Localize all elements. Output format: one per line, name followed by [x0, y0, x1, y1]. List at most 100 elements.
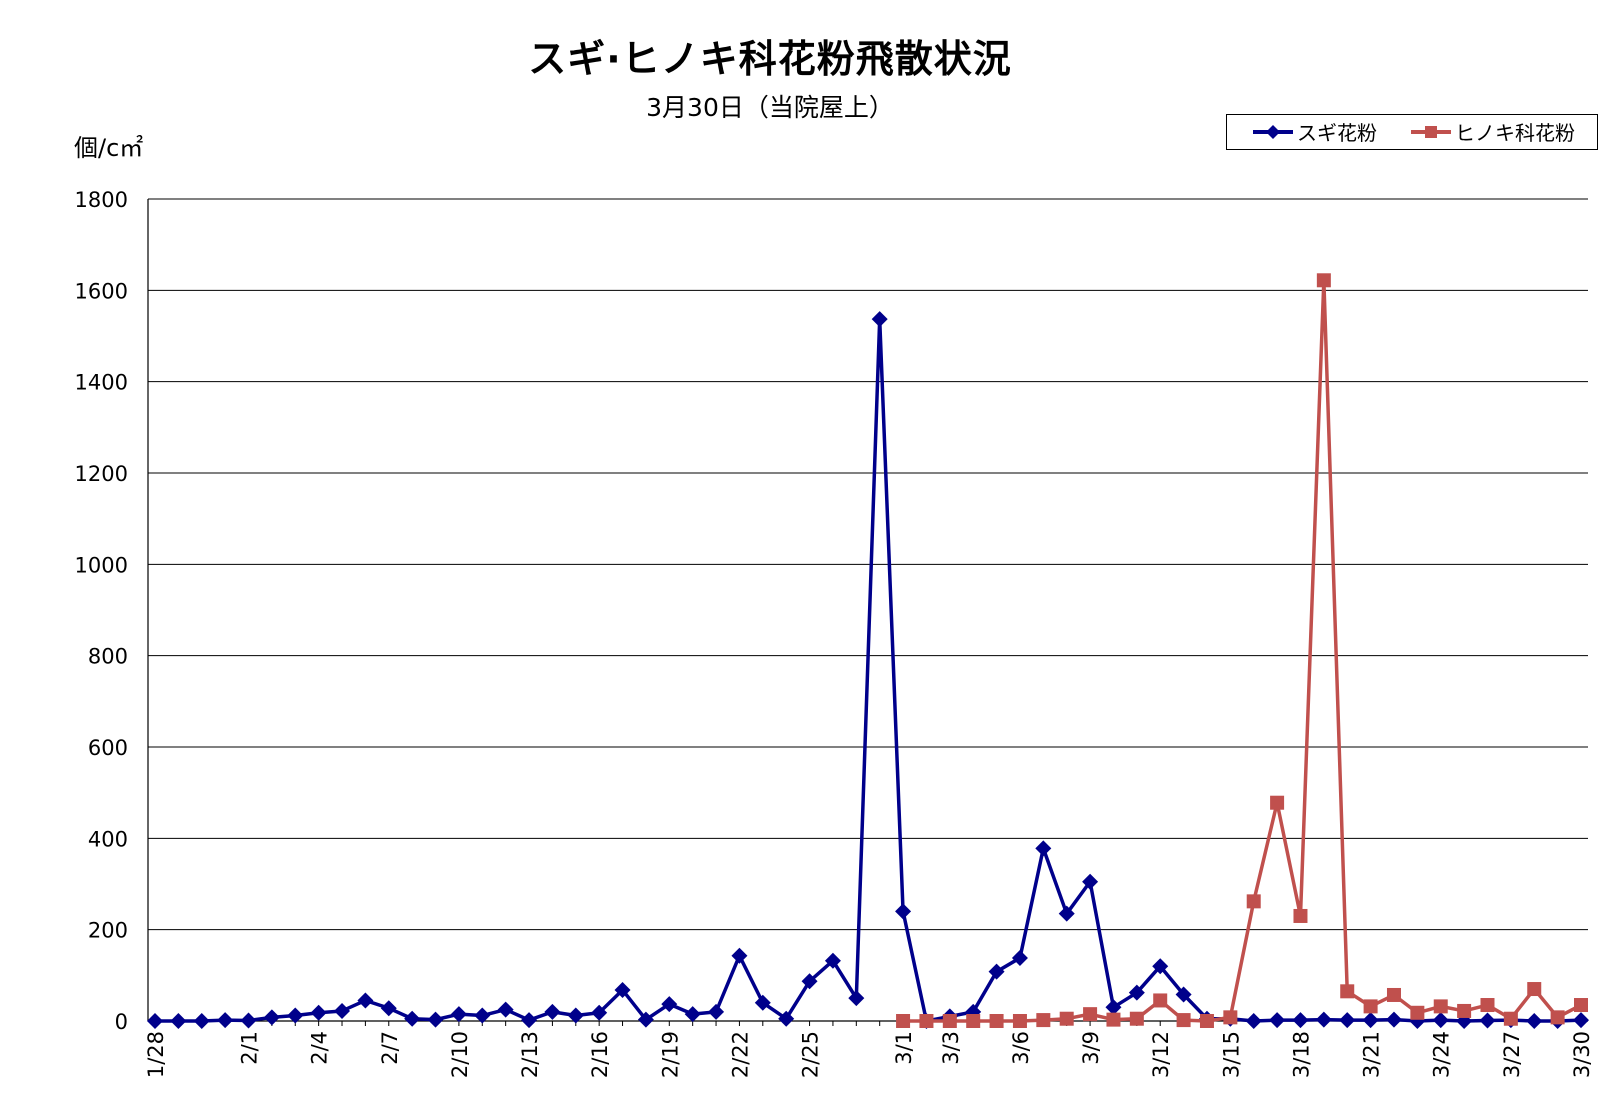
data-point-sugi	[1432, 1012, 1449, 1029]
data-point-sugi	[263, 1009, 280, 1026]
legend-marker-hinoki	[1425, 126, 1437, 138]
y-tick-label: 1600	[75, 279, 128, 303]
data-point-sugi	[474, 1007, 491, 1024]
data-point-hinoki	[989, 1014, 1004, 1028]
data-point-hinoki	[1480, 998, 1495, 1013]
data-point-sugi	[614, 981, 631, 998]
data-point-hinoki	[1550, 1010, 1565, 1025]
data-point-hinoki	[942, 1014, 957, 1028]
legend-marker-sugi	[1266, 125, 1280, 139]
x-tick-label: 3/9	[1079, 1031, 1103, 1065]
data-point-sugi	[1245, 1013, 1262, 1029]
data-point-sugi	[147, 1013, 163, 1029]
y-tick-label: 1000	[75, 553, 128, 577]
data-point-sugi	[427, 1011, 444, 1028]
data-point-hinoki	[1176, 1013, 1191, 1028]
data-point-sugi	[521, 1012, 538, 1029]
data-point-hinoki	[1012, 1014, 1027, 1028]
data-point-hinoki	[1363, 999, 1378, 1014]
data-point-sugi	[217, 1012, 234, 1029]
data-point-hinoki	[1293, 908, 1308, 923]
data-point-hinoki	[1083, 1007, 1098, 1022]
x-tick-label: 2/13	[518, 1031, 542, 1078]
x-tick-label: 2/7	[378, 1031, 402, 1065]
data-point-sugi	[1479, 1012, 1496, 1029]
data-point-sugi	[544, 1003, 561, 1020]
data-point-hinoki	[1503, 1011, 1518, 1026]
data-point-hinoki	[1059, 1011, 1074, 1026]
data-point-sugi	[1315, 1011, 1332, 1028]
x-tick-label: 1/28	[144, 1031, 168, 1078]
data-point-sugi	[1035, 840, 1052, 857]
data-point-sugi	[240, 1012, 257, 1029]
x-tick-label: 3/30	[1570, 1031, 1594, 1078]
x-tick-label: 2/19	[658, 1031, 682, 1078]
x-tick-label: 3/27	[1500, 1031, 1524, 1078]
x-tick-label: 2/16	[588, 1031, 612, 1078]
data-point-hinoki	[1410, 1005, 1425, 1020]
data-point-sugi	[310, 1004, 327, 1021]
data-point-sugi	[1526, 1013, 1543, 1029]
data-point-hinoki	[919, 1014, 934, 1028]
x-tick-label: 3/3	[939, 1031, 963, 1065]
data-point-sugi	[1011, 949, 1028, 966]
data-point-hinoki	[966, 1014, 981, 1028]
data-point-sugi	[801, 973, 818, 990]
data-point-sugi	[778, 1010, 795, 1027]
y-tick-label: 600	[88, 736, 128, 760]
x-tick-label: 2/22	[728, 1031, 752, 1078]
data-point-sugi	[708, 1003, 725, 1020]
data-point-hinoki	[1316, 273, 1331, 288]
data-point-hinoki	[896, 1014, 911, 1028]
x-tick-label: 2/4	[308, 1031, 332, 1065]
data-point-hinoki	[1433, 999, 1448, 1014]
data-point-sugi	[824, 952, 841, 969]
data-point-sugi	[1175, 986, 1192, 1003]
data-point-sugi	[450, 1006, 467, 1023]
x-tick-label: 3/15	[1219, 1031, 1243, 1078]
data-point-hinoki	[1270, 795, 1285, 810]
data-point-sugi	[848, 990, 865, 1007]
x-tick-label: 3/12	[1149, 1031, 1173, 1078]
data-point-hinoki	[1457, 1003, 1472, 1018]
y-tick-label: 200	[88, 919, 128, 943]
data-point-sugi	[684, 1006, 701, 1023]
data-point-sugi	[497, 1001, 514, 1018]
x-tick-label: 3/24	[1430, 1031, 1454, 1078]
data-point-sugi	[404, 1010, 421, 1027]
data-point-sugi	[895, 903, 912, 920]
data-point-sugi	[591, 1004, 608, 1021]
data-point-sugi	[1292, 1012, 1309, 1029]
data-point-sugi	[1362, 1012, 1379, 1029]
data-point-sugi	[334, 1002, 351, 1019]
x-tick-label: 3/6	[1009, 1031, 1033, 1065]
data-point-hinoki	[1574, 998, 1588, 1013]
data-point-sugi	[731, 947, 748, 964]
y-tick-label: 0	[115, 1010, 128, 1034]
data-point-hinoki	[1386, 987, 1401, 1002]
data-point-sugi	[1105, 999, 1122, 1016]
data-point-sugi	[1152, 958, 1169, 975]
data-point-sugi	[1082, 873, 1099, 890]
data-point-sugi	[357, 992, 374, 1009]
data-point-hinoki	[1340, 984, 1355, 999]
data-point-sugi	[1573, 1012, 1589, 1029]
x-tick-label: 2/25	[799, 1031, 823, 1078]
series-line-sugi	[155, 317, 1582, 1023]
data-point-sugi	[193, 1013, 210, 1029]
legend: スギ花粉 ヒノキ科花粉	[1226, 114, 1598, 150]
data-point-sugi	[380, 1000, 397, 1017]
data-point-sugi	[637, 1011, 654, 1028]
data-point-hinoki	[1153, 993, 1168, 1008]
data-point-hinoki	[1129, 1011, 1144, 1026]
legend-swatches: スギ花粉 ヒノキ科花粉	[1253, 121, 1575, 145]
legend-item-hinoki: ヒノキ科花粉	[1411, 121, 1575, 145]
y-tick-label: 800	[88, 645, 128, 669]
data-point-sugi	[1128, 984, 1145, 1001]
legend-label-hinoki: ヒノキ科花粉	[1455, 121, 1575, 145]
data-point-sugi	[661, 996, 678, 1013]
data-point-sugi	[170, 1013, 187, 1029]
data-point-hinoki	[1527, 982, 1542, 997]
data-point-sugi	[1058, 905, 1075, 922]
